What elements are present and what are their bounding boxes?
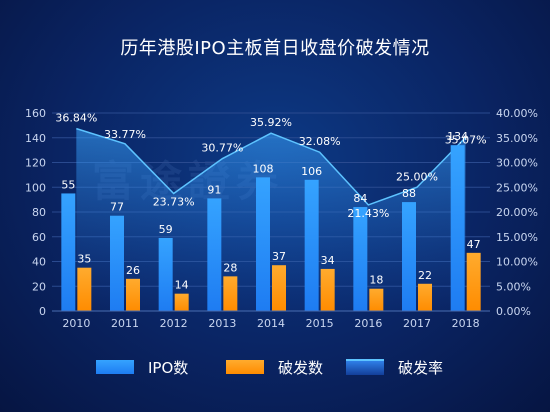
- rate-data-label: 36.84%: [55, 112, 97, 125]
- ipo-data-label: 106: [301, 165, 322, 178]
- ipo-bar: [158, 237, 173, 311]
- broken-bar: [77, 267, 92, 311]
- y2-tick-label: 5.00%: [496, 280, 531, 293]
- rate-data-label: 35.07%: [445, 133, 487, 146]
- ipo-bar: [304, 179, 319, 311]
- broken-data-label: 28: [223, 261, 237, 274]
- legend-broken: 破发数: [226, 357, 323, 377]
- rate-data-label: 33.77%: [104, 128, 146, 141]
- broken-data-label: 37: [272, 250, 286, 263]
- legend-rate-swatch: [346, 359, 384, 375]
- rate-line: [76, 127, 467, 206]
- legend-ipo-swatch: [96, 360, 134, 374]
- y2-tick-label: 40.00%: [496, 107, 538, 120]
- ipo-bar: [110, 215, 124, 311]
- y-tick-label: 0: [39, 305, 46, 318]
- ipo-data-label: 59: [159, 223, 173, 236]
- x-tick-label: 2012: [160, 317, 188, 330]
- rate-data-label: 35.92%: [250, 116, 292, 129]
- rate-data-label: 21.43%: [347, 207, 389, 220]
- rate-data-label: 23.73%: [153, 196, 195, 209]
- ipo-bar: [256, 177, 270, 311]
- ipo-bar: [207, 198, 222, 311]
- broken-bar: [466, 252, 481, 311]
- x-tick-label: 2013: [208, 317, 236, 330]
- y-tick-label: 20: [32, 280, 46, 293]
- x-tick-label: 2014: [257, 317, 285, 330]
- y-tick-label: 60: [32, 231, 46, 244]
- legend-rate: 破发率: [346, 357, 443, 377]
- broken-data-label: 22: [418, 269, 432, 282]
- chart-title: 历年港股IPO主板首日收盘价破发情况: [120, 38, 430, 59]
- legend-broken-swatch: [226, 360, 264, 374]
- x-tick-label: 2011: [111, 317, 139, 330]
- y2-tick-label: 20.00%: [496, 206, 538, 219]
- y-tick-label: 100: [25, 181, 46, 194]
- y-tick-label: 140: [25, 132, 46, 145]
- y-tick-label: 120: [25, 157, 46, 170]
- x-tick-label: 2010: [62, 317, 90, 330]
- rate-data-label: 25.00%: [396, 170, 438, 183]
- y2-tick-label: 0.00%: [496, 305, 531, 318]
- y2-tick-label: 15.00%: [496, 231, 538, 244]
- broken-data-label: 34: [321, 254, 335, 267]
- legend-rate-label: 破发率: [398, 358, 444, 377]
- y2-tick-label: 10.00%: [496, 256, 538, 269]
- x-tick-label: 2015: [306, 317, 334, 330]
- broken-bar: [418, 283, 432, 311]
- broken-data-label: 18: [369, 274, 383, 287]
- legend-ipo: IPO数: [96, 357, 188, 377]
- x-tick-label: 2018: [452, 317, 480, 330]
- rate-data-label: 32.08%: [299, 135, 341, 148]
- x-tick-label: 2016: [354, 317, 382, 330]
- rate-data-label: 30.77%: [201, 142, 243, 155]
- ipo-bar: [450, 145, 465, 311]
- ipo-data-label: 91: [207, 183, 221, 196]
- broken-data-label: 14: [175, 279, 189, 292]
- y2-tick-label: 35.00%: [496, 132, 538, 145]
- ipo-bar: [402, 202, 416, 311]
- y2-tick-label: 25.00%: [496, 181, 538, 194]
- x-tick-label: 2017: [403, 317, 431, 330]
- broken-data-label: 26: [126, 264, 140, 277]
- y2-tick-label: 30.00%: [496, 157, 538, 170]
- broken-bar: [223, 276, 238, 311]
- ipo-data-label: 88: [402, 187, 416, 200]
- ipo-bar: [353, 207, 368, 311]
- y-tick-label: 80: [32, 206, 46, 219]
- ipo-data-label: 134: [447, 130, 468, 143]
- rate-area: [76, 128, 466, 311]
- y-tick-label: 160: [25, 107, 46, 120]
- legend-broken-label: 破发数: [278, 358, 324, 377]
- ipo-data-label: 84: [353, 192, 367, 205]
- y-tick-label: 40: [32, 256, 46, 269]
- broken-bar: [320, 268, 335, 311]
- broken-bar: [126, 278, 140, 311]
- ipo-bar: [61, 193, 76, 311]
- broken-bar: [174, 293, 189, 311]
- ipo-data-label: 108: [253, 162, 274, 175]
- broken-data-label: 35: [77, 253, 91, 266]
- broken-bar: [369, 288, 384, 311]
- ipo-data-label: 77: [110, 201, 124, 214]
- broken-bar: [272, 265, 286, 311]
- ipo-data-label: 55: [61, 178, 75, 191]
- legend-ipo-label: IPO数: [148, 358, 189, 377]
- broken-data-label: 47: [467, 238, 481, 251]
